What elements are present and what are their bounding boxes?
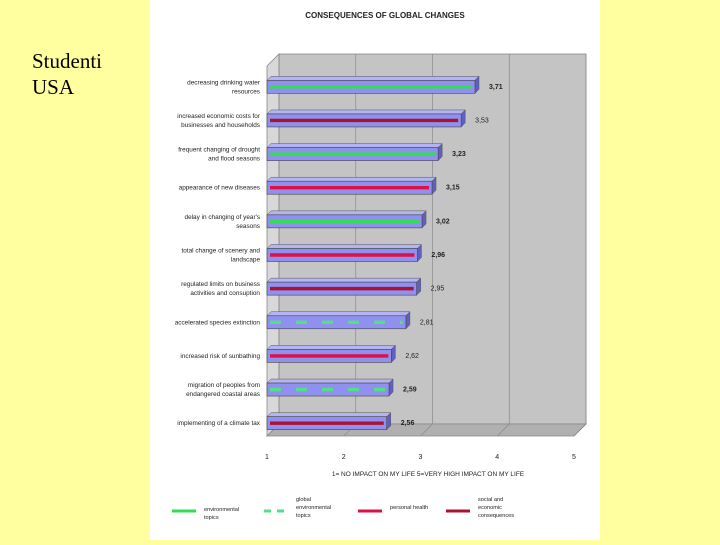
legend-label: economic	[478, 505, 502, 511]
bar-top-face	[266, 378, 394, 384]
category-label: delay in changing of year's	[185, 214, 260, 221]
bar-group: 2,81 accelerated species extinction	[175, 311, 434, 330]
chart-svg: CONSEQUENCES OF GLOBAL CHANGES 1 2 3 4 5 3,71…	[172, 11, 587, 521]
x-axis-label: 1= NO IMPACT ON MY LIFE 5=VERY HIGH IMPA…	[332, 471, 525, 478]
x-tick-label: 3	[419, 454, 423, 461]
legend-label: consequences	[478, 513, 514, 519]
bar-value-label: 2,81	[420, 319, 434, 326]
category-label: landscape	[231, 257, 261, 264]
bar-value-label: 2,56	[401, 420, 415, 427]
category-label: appearance of new diseases	[179, 185, 260, 192]
legend-item: personal health	[358, 505, 428, 513]
bar-top-face	[266, 143, 443, 148]
bar-top-face	[266, 277, 422, 283]
legend-label: personal health	[390, 505, 428, 511]
bar-value-label: 2,95	[431, 286, 445, 293]
category-label: activities and consuption	[190, 290, 260, 297]
legend-item: environmental topics	[172, 507, 239, 521]
category-label: increased risk of sunbathing	[180, 353, 260, 360]
category-label: increased economic costs for	[177, 113, 261, 120]
bar-group: 3,53 increased economic costs for business…	[177, 109, 489, 129]
bar-value-label: 2,62	[405, 353, 419, 360]
x-tick-label: 2	[342, 454, 346, 461]
category-label: regulated limits on business	[181, 281, 260, 288]
bar-top-face	[266, 76, 480, 81]
side-label-line-1: Studenti	[32, 49, 103, 73]
category-label: resources	[232, 88, 260, 95]
legend-label: social and	[478, 497, 503, 503]
floor-gridline	[497, 423, 510, 437]
bar-group: 2,56 implementing of a climate tax	[177, 412, 415, 431]
legend-item: social and economic consequences	[446, 497, 514, 519]
category-label: implementing of a climate tax	[177, 420, 261, 427]
category-label: decreasing drinking water	[187, 79, 261, 86]
bar-group: 3,02 delay in changing of year's seasons	[185, 210, 450, 230]
bar-value-label: 3,15	[446, 185, 460, 192]
legend-label: global	[296, 497, 311, 503]
bar	[266, 315, 407, 330]
category-label: accelerated species extinction	[175, 319, 261, 326]
bar-value-label: 2,59	[403, 387, 417, 394]
bar-group: 3,71 decreasing drinking water resources	[187, 75, 503, 95]
chart-panel: CONSEQUENCES OF GLOBAL CHANGES 1 2 3 4 5 3,71…	[150, 0, 600, 540]
category-label: businesses and households	[181, 122, 260, 129]
category-label: seasons	[236, 223, 260, 230]
chart-title: CONSEQUENCES OF GLOBAL CHANGES	[305, 11, 465, 20]
floor-gridline	[420, 423, 433, 437]
bar-top-face	[266, 210, 427, 216]
bar-group: 2,59 migration of peoples from endangered …	[186, 378, 417, 398]
bar-top-face	[266, 345, 396, 350]
bar-top-face	[266, 412, 392, 417]
bar-top-face	[266, 244, 423, 249]
category-label: frequent changing of drought	[178, 147, 260, 154]
legend-label: topics	[296, 513, 311, 519]
slide-side-label: Studenti USA	[32, 48, 102, 100]
plot-area: 1 2 3 4 5 3,71 decreasing drinking water resour…	[175, 53, 587, 461]
bar-group: 2,96 total change of scenery and landscape	[181, 243, 445, 264]
x-tick-label: 5	[572, 454, 576, 461]
category-label: endangered coastal areas	[186, 391, 260, 398]
x-tick-label: 1	[265, 454, 269, 461]
bar-group: 2,95 regulated limits on business activiti…	[181, 277, 445, 297]
legend-label: environmental	[204, 507, 239, 513]
legend: environmental topics global environmental to…	[172, 497, 514, 521]
bar-value-label: 3,23	[452, 151, 466, 158]
bar-value-label: 3,02	[436, 218, 450, 225]
legend-label: environmental	[296, 505, 331, 511]
bar-top-face	[266, 176, 437, 182]
bar-value-label: 2,96	[431, 252, 445, 259]
bar-group: 2,62 increased risk of sunbathing	[180, 344, 419, 364]
category-label: and flood seasons	[208, 156, 260, 163]
bar-group: 3,23 frequent changing of drought and floo…	[178, 142, 466, 163]
bar-group: 3,15 appearance of new diseases	[179, 176, 460, 195]
category-label: total change of scenery and	[181, 248, 260, 255]
x-tick-label: 4	[495, 454, 499, 461]
legend-item: global environmental topics	[264, 497, 331, 519]
bar-top-face	[266, 109, 466, 115]
side-label-line-2: USA	[32, 75, 75, 99]
bar-value-label: 3,71	[489, 84, 503, 91]
bar-top-face	[266, 311, 411, 317]
floor-gridline	[573, 423, 587, 437]
bar-value-label: 3,53	[475, 117, 489, 124]
legend-label: topics	[204, 515, 219, 521]
category-label: migration of peoples from	[188, 382, 260, 389]
